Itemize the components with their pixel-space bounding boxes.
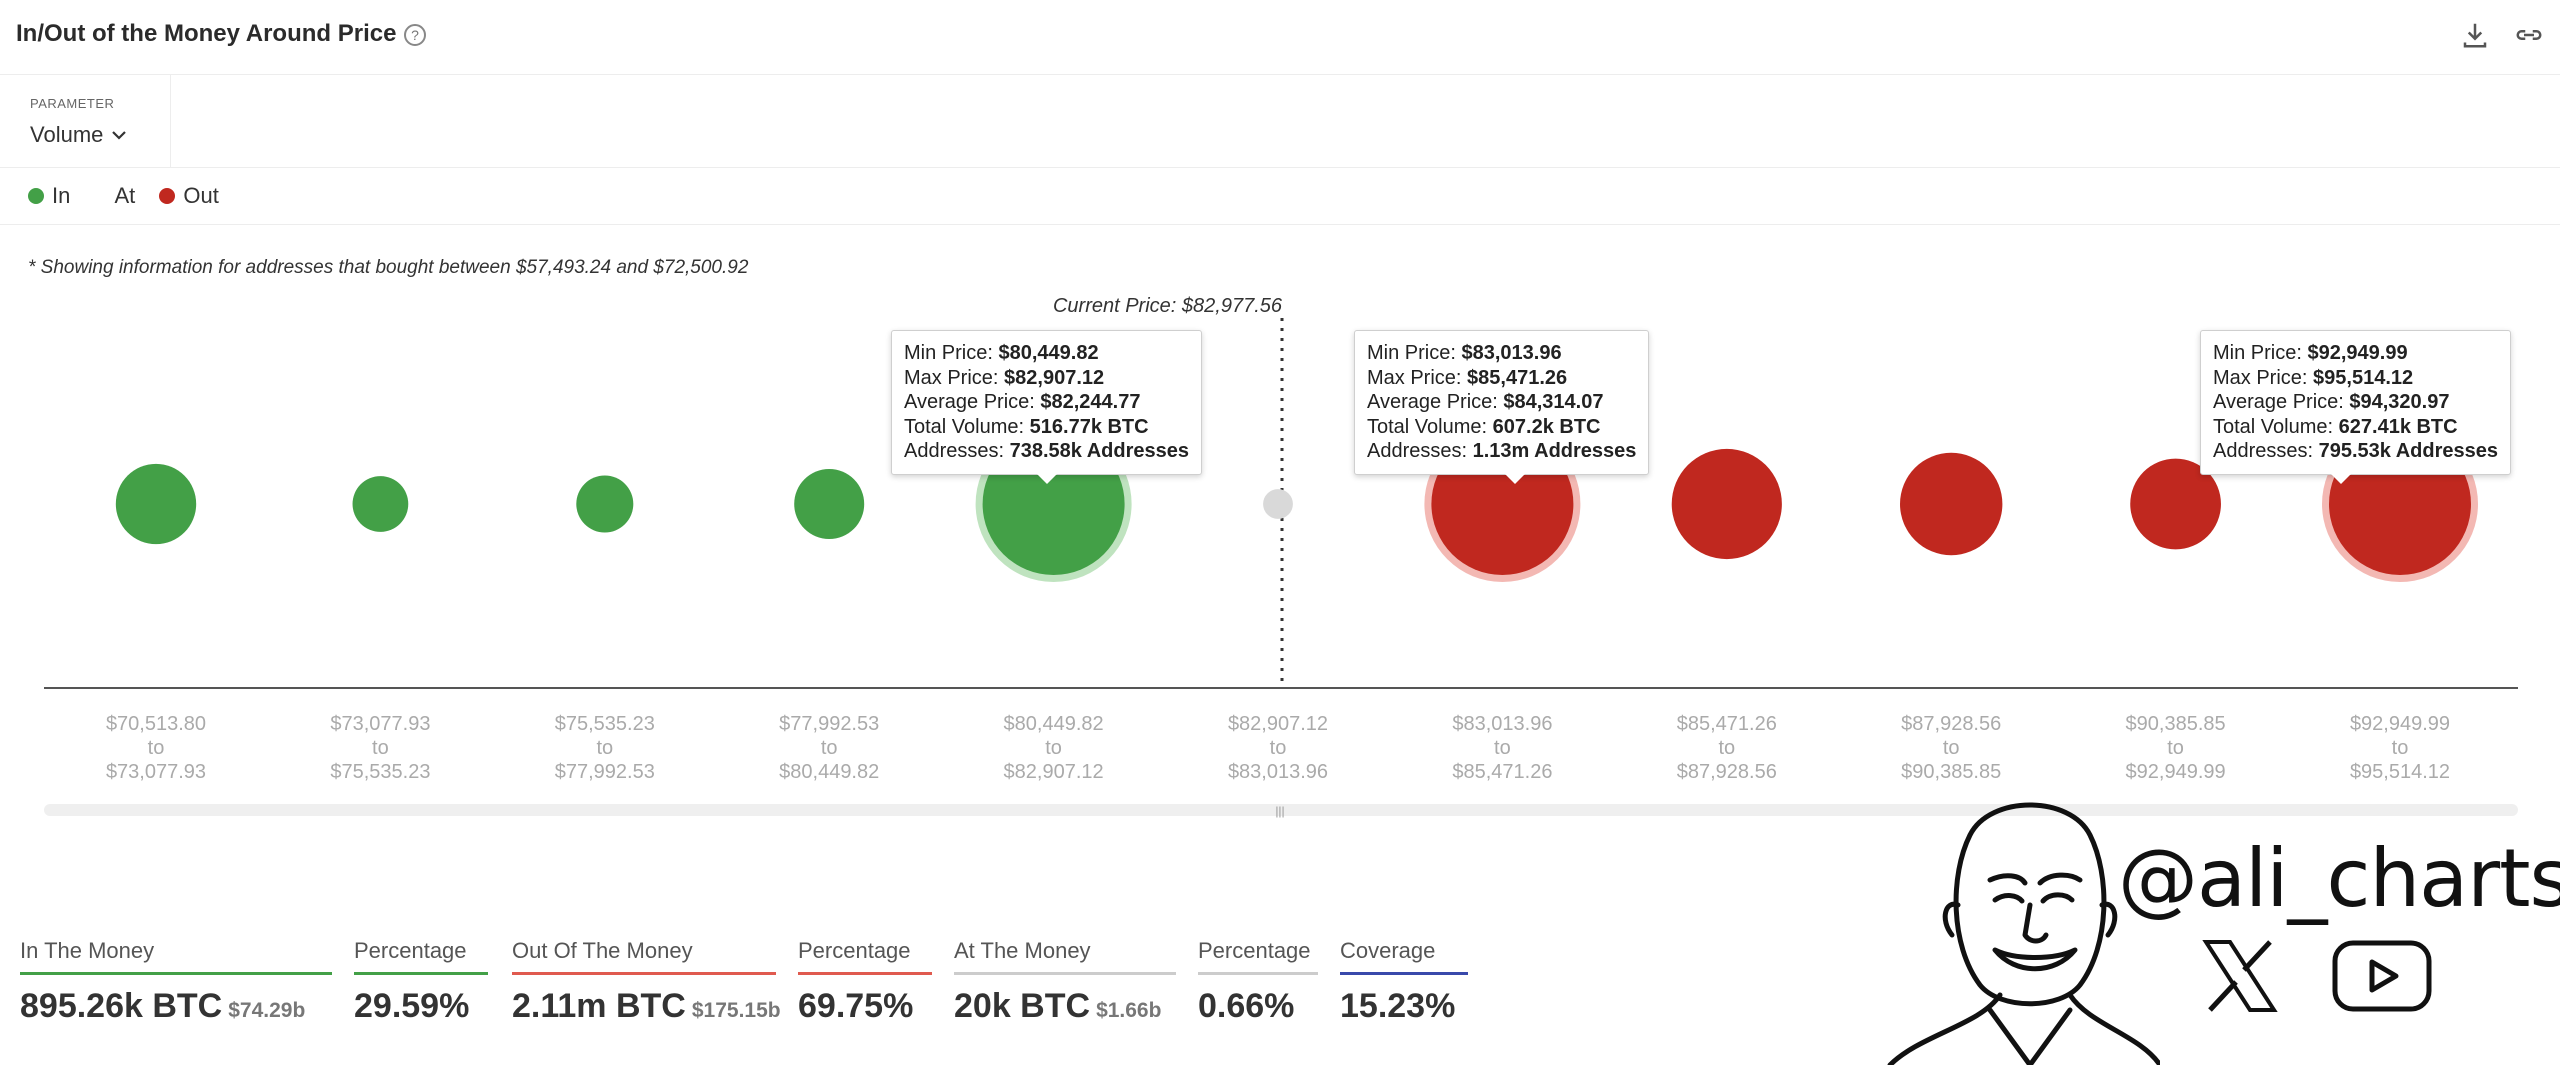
- question-circle-icon[interactable]: ?: [404, 24, 426, 46]
- stat-value: 15.23%: [1340, 987, 1456, 1025]
- bubble-at: [1263, 489, 1293, 519]
- x-tick-label: $83,013.96 to $85,471.26: [1452, 713, 1552, 783]
- x-tick-label: $90,385.85 to $92,949.99: [2126, 713, 2226, 783]
- x-tick-label: $80,449.82 to $82,907.12: [1004, 713, 1104, 783]
- tooltip: Min Price: $83,013.96 Max Price: $85,471…: [1354, 330, 1650, 484]
- legend-at[interactable]: At: [114, 183, 135, 209]
- brand-handle: @ali_charts: [2118, 832, 2560, 925]
- divider: [0, 167, 2560, 168]
- x-tick-label: $92,949.99 to $95,514.12: [2350, 713, 2450, 783]
- x-tick-label: $73,077.93 to $75,535.23: [330, 713, 430, 783]
- stat-at-the-money: At The Money 20k BTC $1.66b: [954, 938, 1176, 1026]
- legend-label: Out: [183, 183, 219, 208]
- legend-label: At: [114, 183, 136, 208]
- stat-label: At The Money: [954, 938, 1091, 963]
- legend-dot: [28, 188, 44, 204]
- stat-label: Percentage: [798, 938, 911, 963]
- x-tick-label: $70,513.80 to $73,077.93: [106, 713, 206, 783]
- stat-value: 895.26k BTC: [20, 987, 223, 1025]
- stat-sub: $74.29b: [228, 999, 306, 1022]
- header: In/Out of the Money Around Price ?: [0, 0, 2560, 75]
- bubble-chart: ||| Current Price: $82,977.56 $70,513.80 to…: [44, 295, 2518, 818]
- avatar-cartoon-icon: [1887, 802, 2160, 1065]
- tooltip: Min Price: $80,449.82 Max Price: $82,907…: [891, 330, 1203, 484]
- x-tick-label: $85,471.26 to $87,928.56: [1677, 713, 1777, 783]
- stat-bar: [954, 972, 1176, 975]
- youtube-icon[interactable]: [2332, 940, 2432, 1012]
- bubble-out: [2130, 458, 2221, 550]
- bubble-in: [352, 476, 409, 532]
- bubble-out: [1900, 452, 2003, 556]
- stat-out-of-the-money: Out Of The Money 2.11m BTC $175.15b: [512, 938, 781, 1026]
- x-logo-icon[interactable]: [2200, 938, 2280, 1014]
- scrollbar-track: [44, 804, 2518, 816]
- stat-bar: [354, 972, 488, 975]
- stat-value: 29.59%: [354, 987, 470, 1025]
- bubble-in: [576, 475, 634, 533]
- stat-label: In The Money: [20, 938, 155, 963]
- stat-bar: [1198, 972, 1318, 975]
- info-note: * Showing information for addresses that…: [28, 257, 749, 278]
- x-tick-label: $82,907.12 to $83,013.96: [1228, 713, 1328, 783]
- bubble-in: [794, 469, 865, 539]
- link-icon[interactable]: [2514, 20, 2544, 50]
- bubble-out: [1671, 448, 1782, 560]
- stat-label: Out Of The Money: [512, 938, 693, 963]
- stat-bar: [798, 972, 932, 975]
- stat-coverage: Coverage 15.23%: [1340, 938, 1468, 1026]
- x-tick-label: $75,535.23 to $77,992.53: [555, 713, 655, 783]
- x-tick-label: $77,992.53 to $80,449.82: [779, 713, 879, 783]
- stat-label: Percentage: [354, 938, 467, 963]
- chevron-down-icon: [111, 131, 126, 140]
- stat-bar: [20, 972, 332, 975]
- legend-label: In: [52, 183, 71, 208]
- stat-in-the-money: In The Money 895.26k BTC $74.29b: [20, 938, 332, 1026]
- legend-out[interactable]: Out: [159, 183, 219, 209]
- stat-label: Coverage: [1340, 938, 1436, 963]
- bubble-in: [115, 463, 197, 545]
- stat-label: Percentage: [1198, 938, 1311, 963]
- stat-sub: $175.15b: [691, 999, 781, 1022]
- stat-value: 20k BTC: [954, 987, 1091, 1025]
- x-tick-label: $87,928.56 to $90,385.85: [1901, 713, 2001, 783]
- download-icon[interactable]: [2460, 20, 2490, 50]
- legend: In At Out: [28, 183, 245, 209]
- legend-in[interactable]: In: [28, 183, 70, 209]
- scrollbar-grip: |||: [1275, 804, 1284, 818]
- current-price-label: Current Price: $82,977.56: [1053, 295, 1283, 317]
- divider: [0, 224, 2560, 225]
- parameter-value: Volume: [30, 122, 104, 147]
- stat-sub: $1.66b: [1096, 999, 1162, 1022]
- stat-out-percentage: Percentage 69.75%: [798, 938, 932, 1026]
- parameter-panel: [0, 75, 171, 167]
- parameter-label: PARAMETER: [30, 96, 115, 111]
- stat-bar: [1340, 972, 1468, 975]
- page-title: In/Out of the Money Around Price: [16, 20, 397, 47]
- stat-value: 69.75%: [798, 987, 914, 1025]
- stat-value: 0.66%: [1198, 987, 1295, 1025]
- legend-dot: [159, 188, 176, 204]
- stat-at-percentage: Percentage 0.66%: [1198, 938, 1318, 1026]
- stat-bar: [512, 972, 776, 975]
- tooltip: Min Price: $92,949.99 Max Price: $95,514…: [2200, 330, 2512, 484]
- stat-in-percentage: Percentage 29.59%: [354, 938, 488, 1026]
- stat-value: 2.11m BTC: [512, 987, 686, 1025]
- parameter-select[interactable]: Volume: [30, 122, 128, 148]
